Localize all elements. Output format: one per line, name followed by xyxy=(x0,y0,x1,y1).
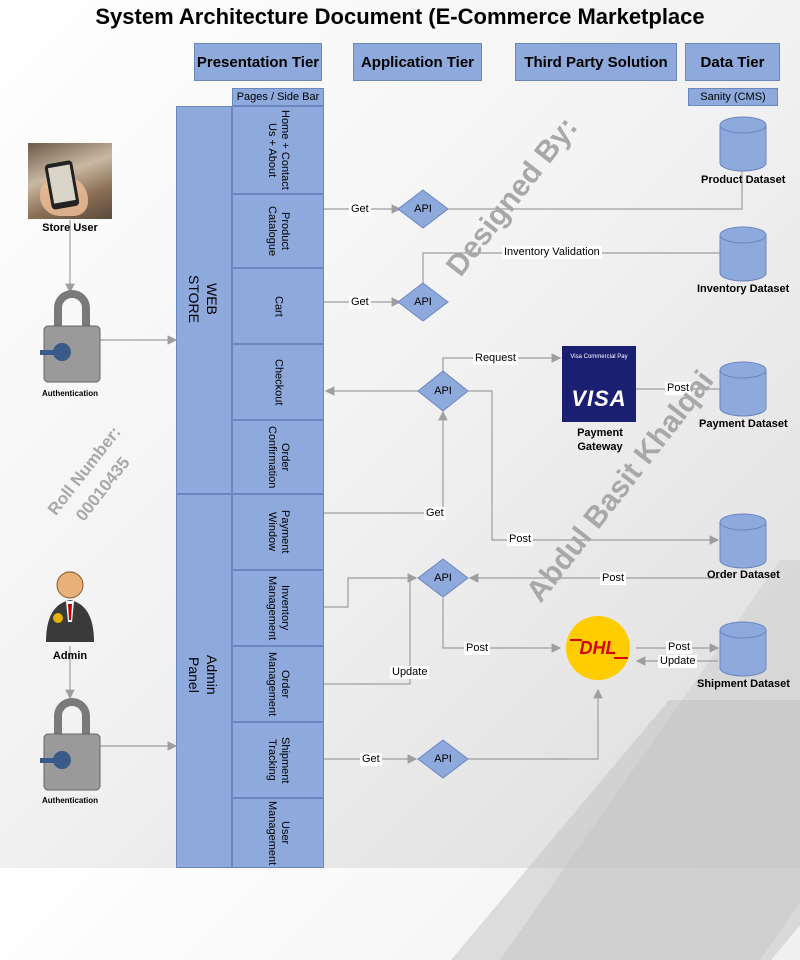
payment-dataset-label: Payment Dataset xyxy=(699,418,788,430)
shipment-dataset-label: Shipment Dataset xyxy=(697,678,790,690)
page-order-management: Order Management xyxy=(232,646,324,722)
pages-sidebar-label: Pages / Side Bar xyxy=(232,88,324,106)
edge-label-post: Post xyxy=(507,533,534,546)
edge-label-get: Get xyxy=(424,507,446,520)
edge-label-request: Request xyxy=(473,352,518,365)
edge-label-update: Update xyxy=(390,666,430,679)
product-dataset-cylinder xyxy=(719,116,767,172)
authentication-label: Authentication xyxy=(42,796,98,805)
api-diamond-tracking xyxy=(417,739,469,779)
shipment-dataset-cylinder xyxy=(719,621,767,677)
page-product-catalogue: Product Catalogue xyxy=(232,194,324,268)
product-dataset-label: Product Dataset xyxy=(701,174,786,186)
api-diamond-cart xyxy=(397,282,449,322)
page-payment-window: Payment Window xyxy=(232,494,324,570)
payment-gateway-label: Payment Gateway xyxy=(577,427,623,453)
store-user-label: Store User xyxy=(42,222,98,234)
data-tier-header: Data Tier xyxy=(685,43,780,81)
admin-avatar-icon xyxy=(46,571,94,642)
api-label: API xyxy=(414,296,432,308)
edge-label-update: Update xyxy=(658,655,698,668)
page-user-management: User Management xyxy=(232,798,324,868)
edge-label-inventory-validation: Inventory Validation xyxy=(502,246,602,259)
page-cart: Cart xyxy=(232,268,324,344)
third-party-tier-header: Third Party Solution xyxy=(515,43,677,81)
api-diamond-checkout xyxy=(417,370,469,412)
visa-wordmark: VISA xyxy=(571,386,627,411)
svg-text:DHL: DHL xyxy=(580,638,617,658)
edge-label-post: Post xyxy=(464,642,491,655)
visa-subtitle: Visa Commercial Pay xyxy=(570,354,628,360)
edge-label-post: Post xyxy=(600,572,627,585)
web-store-section: WEB STORE xyxy=(176,106,232,494)
inventory-dataset-label: Inventory Dataset xyxy=(697,283,790,295)
sanity-cms-label: Sanity (CMS) xyxy=(688,88,778,106)
page-home: Home + Contact Us + About xyxy=(232,106,324,194)
api-diamond-inventory xyxy=(417,558,469,598)
inventory-dataset-cylinder xyxy=(719,226,767,282)
admin-label: Admin xyxy=(52,650,88,662)
api-label: API xyxy=(434,385,452,397)
presentation-tier-header: Presentation Tier xyxy=(194,43,322,81)
web-store-label: WEB STORE xyxy=(186,275,220,323)
api-label: API xyxy=(414,203,432,215)
api-diamond-catalogue xyxy=(397,189,449,229)
api-label: API xyxy=(434,753,452,765)
lock-icon xyxy=(40,290,101,383)
visa-logo: Visa Commercial Pay VISA xyxy=(562,346,636,422)
admin-panel-label: Admin Panel xyxy=(186,655,220,695)
application-tier-header: Application Tier xyxy=(353,43,482,81)
edge-label-get: Get xyxy=(349,203,371,216)
admin-panel-section: Admin Panel xyxy=(176,494,232,868)
dhl-logo: DHL xyxy=(566,616,630,680)
api-label: API xyxy=(434,572,452,584)
order-dataset-label: Order Dataset xyxy=(707,569,780,581)
edge-label-get: Get xyxy=(360,753,382,766)
page-inventory-management: Inventory Management xyxy=(232,570,324,646)
edge-label-post: Post xyxy=(666,641,693,654)
order-dataset-cylinder xyxy=(719,513,767,569)
diagram-title: System Architecture Document (E-Commerce… xyxy=(95,4,705,29)
lock-icon xyxy=(40,698,101,791)
authentication-label: Authentication xyxy=(42,389,98,398)
page-order-confirmation: Order Confirmation xyxy=(232,420,324,494)
edge-label-get: Get xyxy=(349,296,371,309)
page-checkout: Checkout xyxy=(232,344,324,420)
edge-label-post: Post xyxy=(665,382,692,395)
payment-dataset-cylinder xyxy=(719,361,767,417)
page-shipment-tracking: Shipment Tracking xyxy=(232,722,324,798)
